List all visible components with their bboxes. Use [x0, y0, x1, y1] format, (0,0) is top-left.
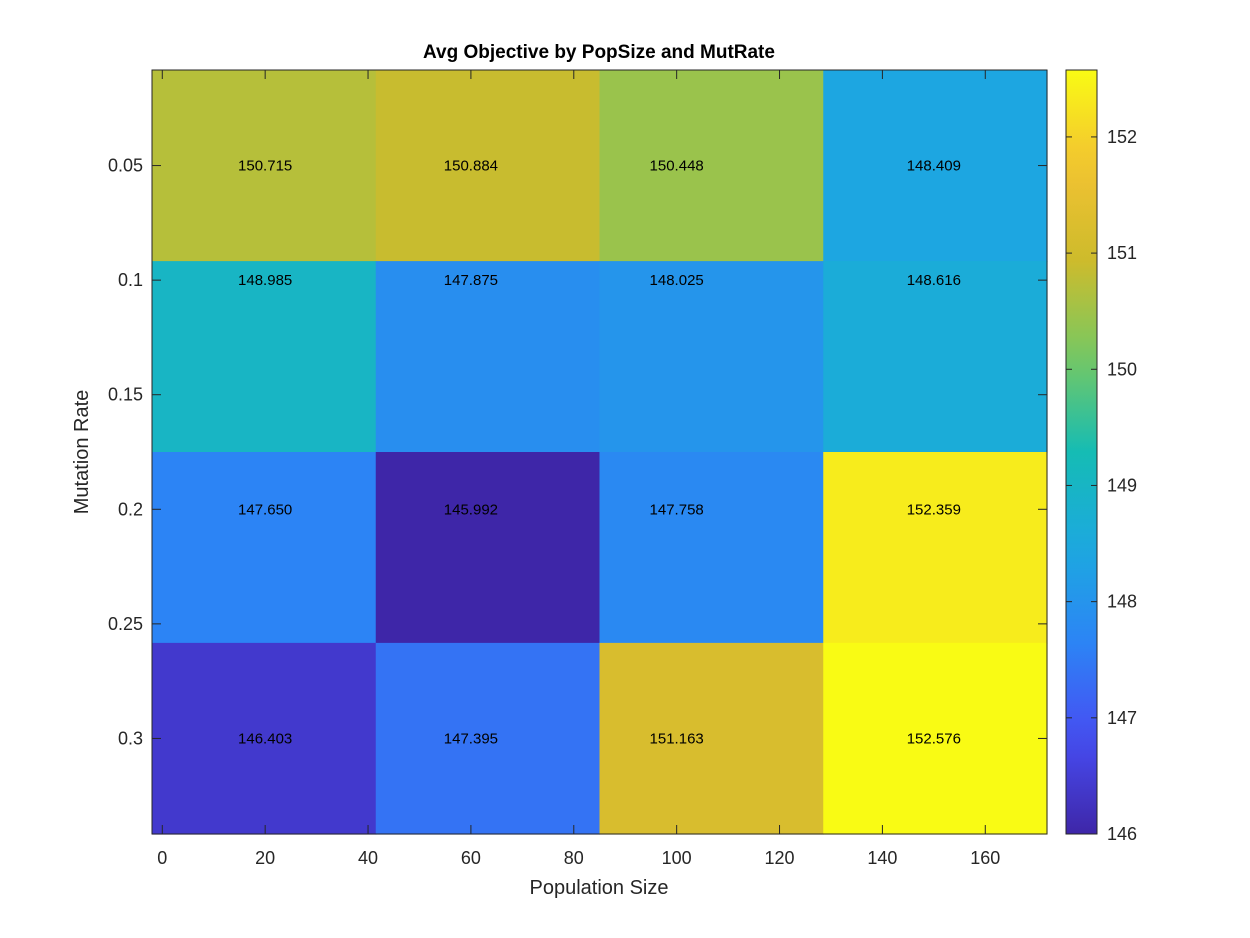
plot-area-frame — [151, 69, 1048, 835]
cell-value-label: 148.985 — [238, 272, 292, 289]
x-axis-ticks: 0 20 40 60 80 100 120 140 160 — [157, 70, 1000, 868]
heatmap-cells — [152, 70, 1048, 835]
x-tick-label: 20 — [255, 848, 275, 868]
cell-value-label: 147.650 — [238, 501, 292, 518]
cell-value-label: 148.409 — [907, 158, 961, 175]
heatmap-cell — [375, 452, 601, 644]
heatmap-cell — [823, 70, 1048, 262]
heatmap-cell — [152, 261, 377, 453]
y-tick-label: 0.1 — [118, 270, 143, 290]
heatmap-cell — [599, 261, 824, 453]
y-tick-label: 0.2 — [118, 499, 143, 519]
y-tick-label: 0.15 — [108, 385, 143, 405]
heatmap-cell — [375, 70, 601, 262]
y-tick-label: 0.3 — [118, 728, 143, 748]
colorbar-tick-label: 147 — [1107, 708, 1137, 728]
cell-value-label: 146.403 — [238, 730, 292, 747]
heatmap-cell — [599, 452, 824, 644]
cell-value-label: 152.576 — [907, 730, 961, 747]
heatmap-cell — [375, 642, 601, 835]
cell-value-label: 148.616 — [907, 272, 961, 289]
colorbar-gradient — [1065, 69, 1098, 835]
colorbar-tick-label: 149 — [1107, 475, 1137, 495]
cell-value-label: 150.884 — [444, 158, 498, 175]
colorbar-tick-label: 152 — [1107, 127, 1137, 147]
x-tick-label: 80 — [564, 848, 584, 868]
cell-value-label: 151.163 — [650, 730, 704, 747]
colorbar-tick-label: 148 — [1107, 592, 1137, 612]
x-tick-label: 40 — [358, 848, 378, 868]
heatmap-cell — [152, 642, 377, 835]
heatmap-cell — [152, 452, 377, 644]
x-tick-label: 0 — [157, 848, 167, 868]
cell-value-label: 150.448 — [650, 158, 704, 175]
heatmap-cell — [823, 642, 1048, 835]
cell-value-labels: 150.715 150.884 150.448 148.409 148.985 147.8… — [238, 158, 961, 748]
y-tick-label: 0.05 — [108, 156, 143, 176]
heatmap-cell — [599, 642, 824, 835]
x-tick-label: 160 — [970, 848, 1000, 868]
cell-value-label: 147.875 — [444, 272, 498, 289]
y-tick-label: 0.25 — [108, 614, 143, 634]
chart-title: Avg Objective by PopSize and MutRate — [423, 42, 775, 63]
x-axis-label: Population Size — [530, 877, 669, 899]
colorbar-tick-label: 150 — [1107, 359, 1137, 379]
cell-value-label: 148.025 — [650, 272, 704, 289]
cell-value-label: 145.992 — [444, 501, 498, 518]
x-tick-label: 60 — [461, 848, 481, 868]
heatmap-cell — [375, 261, 601, 453]
y-axis-ticks: 0.05 0.1 0.15 0.2 0.25 0.3 — [108, 156, 1047, 748]
colorbar: 146 147 148 149 150 151 152 — [1065, 69, 1137, 844]
x-tick-label: 100 — [662, 848, 692, 868]
colorbar-tick-label: 151 — [1107, 243, 1137, 263]
heatmap-cell — [823, 452, 1048, 644]
heatmap-cell — [823, 261, 1048, 453]
heatmap-cell — [152, 70, 377, 262]
x-tick-label: 140 — [867, 848, 897, 868]
cell-value-label: 150.715 — [238, 158, 292, 175]
heatmap-cell — [599, 70, 824, 262]
x-tick-label: 120 — [765, 848, 795, 868]
cell-value-label: 147.758 — [650, 501, 704, 518]
cell-value-label: 152.359 — [907, 501, 961, 518]
colorbar-tick-label: 146 — [1107, 824, 1137, 844]
y-axis-label: Mutation Rate — [71, 390, 93, 515]
cell-value-label: 147.395 — [444, 730, 498, 747]
